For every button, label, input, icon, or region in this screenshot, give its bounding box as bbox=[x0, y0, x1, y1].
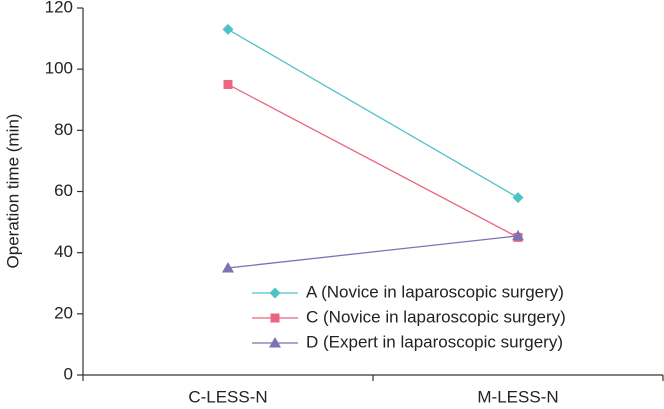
legend-marker bbox=[269, 337, 281, 348]
data-point bbox=[512, 229, 524, 241]
y-tick-label: 0 bbox=[64, 364, 73, 383]
legend-label: C (Novice in laparoscopic surgery) bbox=[306, 307, 566, 326]
y-tick-label: 100 bbox=[45, 59, 73, 78]
legend-marker bbox=[270, 313, 280, 323]
series-line bbox=[227, 28, 519, 199]
y-tick-label: 20 bbox=[54, 303, 73, 322]
series-line bbox=[227, 83, 519, 238]
series-line bbox=[227, 235, 519, 269]
y-tick-label: 60 bbox=[54, 181, 73, 200]
y-axis-label: Operation time (min) bbox=[3, 114, 22, 269]
data-point bbox=[222, 261, 234, 273]
legend-marker bbox=[269, 287, 281, 299]
y-tick-label: 80 bbox=[54, 120, 73, 139]
x-tick-label: C-LESS-N bbox=[188, 387, 267, 406]
y-tick-label: 40 bbox=[54, 242, 73, 261]
legend-label: A (Novice in laparoscopic surgery) bbox=[306, 282, 564, 301]
x-tick-label: M-LESS-N bbox=[477, 387, 558, 406]
legend-label: D (Expert in laparoscopic surgery) bbox=[306, 332, 563, 351]
data-point bbox=[222, 23, 234, 35]
data-point bbox=[223, 79, 233, 89]
data-point bbox=[512, 192, 524, 204]
y-tick-label: 120 bbox=[45, 0, 73, 16]
